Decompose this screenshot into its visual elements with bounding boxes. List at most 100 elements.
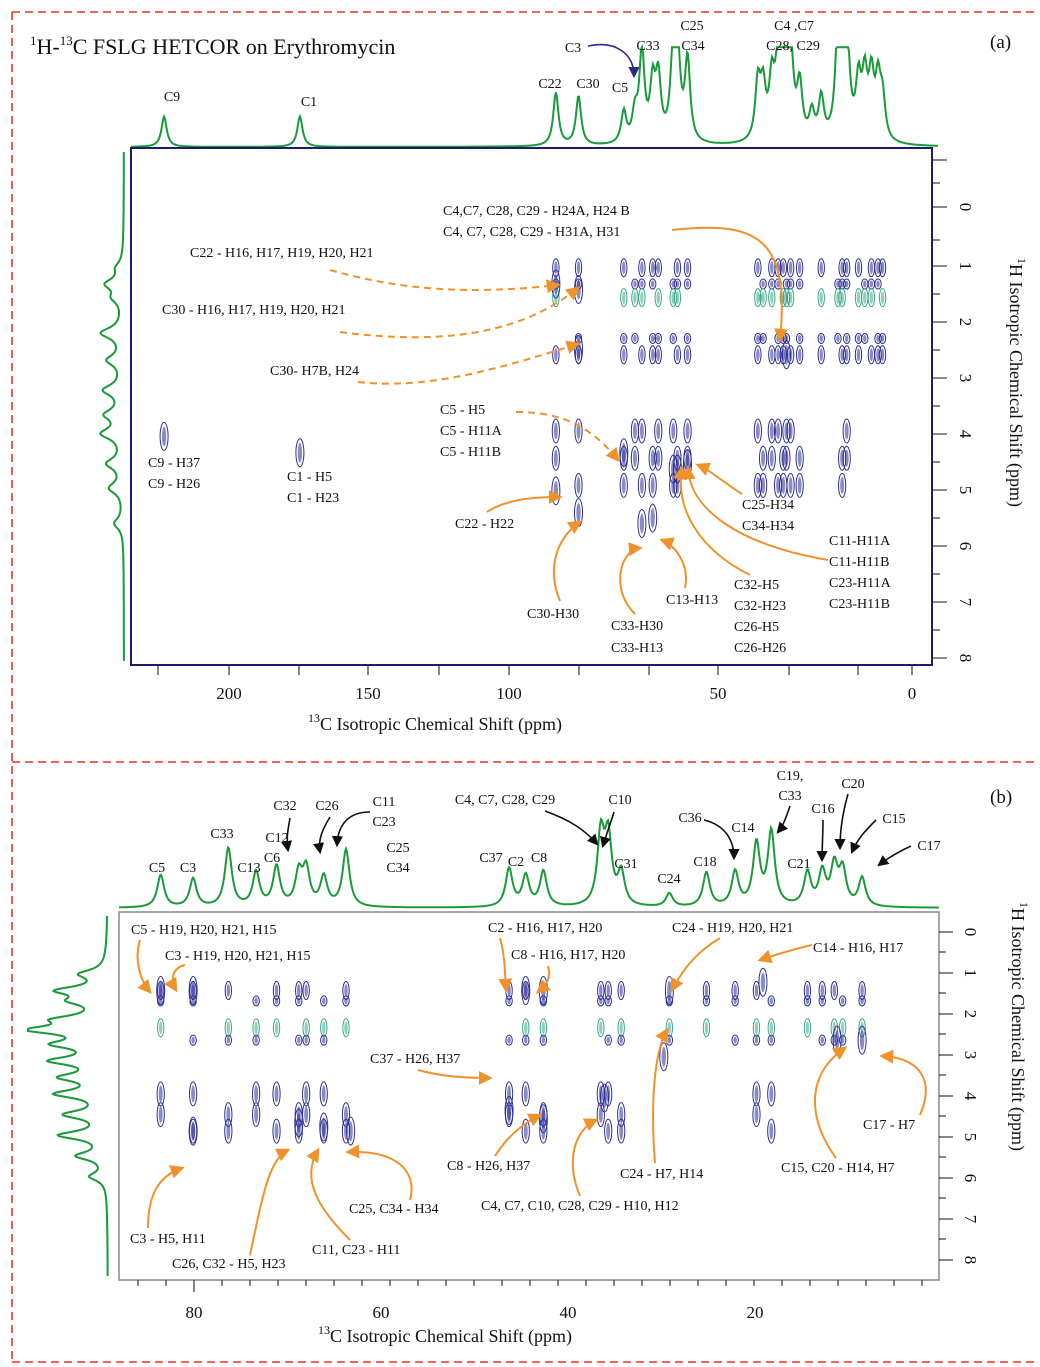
b-contour-34 — [252, 1034, 260, 1046]
a-contour-71 — [656, 261, 661, 275]
b-contour-138 — [604, 1118, 613, 1144]
a-contour-235 — [844, 261, 849, 275]
a-contour-106 — [683, 278, 692, 290]
a-contour-261 — [869, 261, 874, 275]
b-contour-139 — [606, 1122, 611, 1140]
b-ann-c5: C5 - H19, H20, H21, H15 — [131, 923, 276, 938]
b-contour-141 — [619, 984, 623, 997]
b-ann-c11: C11, C23 - H11 — [312, 1243, 400, 1258]
b-contour-16 — [189, 1081, 198, 1107]
b-contour-44 — [272, 1018, 281, 1038]
b-contour-206 — [838, 995, 847, 1007]
b-ann-c37: C37 - H26, H37 — [370, 1052, 460, 1067]
b-arrow-c14-multi — [757, 944, 813, 964]
b-contour-198 — [818, 1034, 826, 1046]
a-contour-12 — [574, 258, 583, 278]
b-contour-166 — [731, 1034, 739, 1046]
b-label-c18: C18 — [693, 855, 716, 870]
a-contour-127 — [755, 477, 760, 494]
a-contour-123 — [756, 348, 760, 362]
b-contour-81 — [344, 984, 348, 997]
a-contour-161 — [776, 477, 781, 494]
a-contour-184 — [786, 258, 795, 278]
a-contour-277 — [880, 261, 885, 275]
a-contour-124 — [753, 418, 762, 444]
b-contour-60 — [302, 981, 310, 1001]
b-contour-125 — [599, 1021, 603, 1035]
a-contour-147 — [769, 422, 774, 440]
a-contour-135 — [761, 449, 766, 467]
b-label-c34: C34 — [386, 861, 409, 876]
b-label-c8: C8 — [531, 851, 547, 866]
a-contour-30 — [620, 345, 628, 365]
b-label-c4-c7-c28-c29: C4, C7, C28, C29 — [455, 793, 555, 808]
a-contour-193 — [788, 422, 793, 440]
b-contour-249 — [348, 1121, 353, 1141]
a-y-tick-1: 1 — [956, 262, 975, 271]
a-ann-c25-line1: C25-H34 — [742, 498, 794, 513]
b-contour-51 — [296, 984, 301, 997]
a-y-tick-4: 4 — [956, 430, 975, 439]
b-ann-c15: C15, C20 - H14, H7 — [781, 1161, 895, 1176]
a-ann-c5-line2: C5 - H11A — [440, 424, 503, 439]
a-contour-221 — [836, 334, 840, 342]
b-ann-c8b: C8 - H26, H37 — [447, 1159, 530, 1174]
b-contour-35 — [254, 1036, 258, 1044]
a-label-c4-c7: C4 ,C7 — [774, 19, 814, 34]
b-annotations: C5 - H19, H20, H21, H15 C3 - H19, H20, H… — [130, 921, 915, 1272]
b-contour-6 — [156, 1081, 165, 1107]
b-13c-projection — [119, 817, 940, 909]
b-contour-73 — [322, 1021, 326, 1035]
a-contour-273 — [876, 334, 880, 342]
a-contour-159 — [776, 422, 781, 440]
a-contour-137 — [761, 477, 766, 494]
a-contour-129 — [761, 280, 765, 288]
b-contour-192 — [803, 1018, 812, 1038]
a-ann-c22-multi: C22 - H16, H17, H19, H20, H21 — [190, 246, 374, 261]
b-y-tick-5: 5 — [961, 1133, 980, 1142]
a-ann-c9-line2: C9 - H26 — [148, 477, 200, 492]
b-label-c12: C12 — [265, 831, 288, 846]
a-label-c5: C5 — [612, 81, 628, 96]
a-contour-96 — [673, 288, 682, 308]
a-contour-200 — [795, 332, 804, 344]
b-contour-76 — [319, 1081, 328, 1107]
b-contour-124 — [597, 1018, 605, 1038]
b-contour-245 — [296, 1113, 301, 1133]
a-contour-253 — [856, 348, 861, 362]
b-label-c14: C14 — [731, 821, 754, 836]
b-label-c33-b: C33 — [778, 789, 801, 804]
a-ann-c5-line3: C5 - H11B — [440, 445, 501, 460]
b-contour-77 — [321, 1085, 326, 1103]
b-arrow-c17 — [879, 1049, 927, 1116]
a-arrow-c13 — [659, 537, 687, 589]
a-contour-107 — [685, 280, 690, 288]
b-1h-projection — [27, 915, 109, 1276]
a-contour-92 — [673, 258, 682, 278]
b-contour-133 — [606, 997, 610, 1005]
b-contour-153 — [667, 1021, 672, 1035]
a-contour-56 — [637, 472, 646, 498]
b-contour-113 — [541, 1021, 546, 1035]
b-y-axis-label: 1H Isotropic Chemical Shift (ppm) — [1007, 902, 1031, 1151]
a-contour-158 — [773, 418, 783, 444]
b-contour-93 — [507, 997, 511, 1005]
a-contour-47 — [640, 261, 644, 275]
a-arrow-c22-multi — [329, 269, 561, 294]
a-x-axis: 200 150 100 50 0 — [157, 665, 916, 703]
a-contour-196 — [795, 258, 804, 278]
a-contour-98 — [673, 345, 682, 365]
b-contour-219 — [158, 980, 163, 1001]
b-arrow-c4-c7 — [544, 810, 599, 846]
a-contour-40 — [631, 332, 639, 344]
b-contour-189 — [805, 984, 810, 997]
b-contour-114 — [539, 1034, 548, 1046]
a-contour-110 — [683, 345, 692, 365]
figure-border — [11, 11, 1036, 1363]
a-contour-173 — [781, 477, 786, 494]
panel-b: (b) C5 C3 C33 C13 C12 C6 C32 C26 C11 C23… — [27, 769, 1031, 1347]
a-label-c9: C9 — [164, 90, 180, 105]
b-contour-145 — [619, 1036, 623, 1044]
b-contour-63 — [304, 1021, 308, 1035]
a-contour-303 — [650, 508, 655, 528]
